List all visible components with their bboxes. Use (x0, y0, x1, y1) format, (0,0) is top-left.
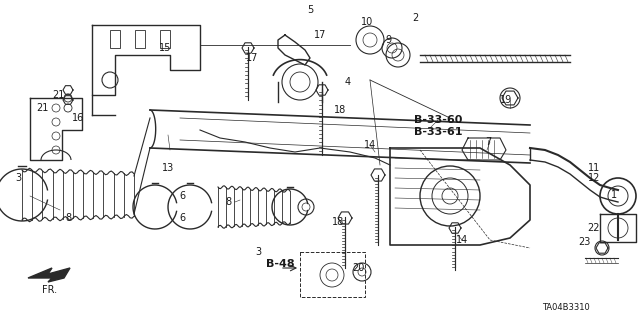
Text: 5: 5 (307, 5, 313, 15)
Text: 21: 21 (36, 103, 48, 113)
Text: 21: 21 (52, 90, 64, 100)
Bar (300, 252, 365, 297)
Text: 6: 6 (179, 213, 185, 223)
Text: 12: 12 (588, 173, 600, 183)
Text: 15: 15 (159, 43, 171, 53)
Text: B-48: B-48 (266, 259, 294, 269)
Text: 22: 22 (588, 223, 600, 233)
Text: B-33-60: B-33-60 (414, 115, 462, 125)
Text: 3: 3 (255, 247, 261, 257)
Text: 3: 3 (15, 173, 21, 183)
Text: 9: 9 (385, 35, 391, 45)
Text: 1: 1 (611, 190, 617, 200)
Text: 20: 20 (352, 263, 364, 273)
Text: 18: 18 (334, 105, 346, 115)
Text: 2: 2 (412, 13, 418, 23)
Text: 19: 19 (500, 95, 512, 105)
Text: 13: 13 (162, 163, 174, 173)
Text: 16: 16 (72, 113, 84, 123)
Bar (135, 30, 145, 48)
Text: 8: 8 (65, 213, 71, 223)
Text: 18: 18 (332, 217, 344, 227)
Text: 4: 4 (345, 77, 351, 87)
Text: 14: 14 (364, 140, 376, 150)
Text: 6: 6 (179, 191, 185, 201)
Text: 17: 17 (246, 53, 258, 63)
Text: 14: 14 (456, 235, 468, 245)
Text: 7: 7 (485, 137, 491, 147)
Text: B-33-61: B-33-61 (413, 127, 462, 137)
Text: 23: 23 (578, 237, 590, 247)
Polygon shape (28, 268, 70, 282)
Text: 8: 8 (225, 197, 231, 207)
Text: 11: 11 (588, 163, 600, 173)
Bar (160, 30, 170, 48)
Text: FR.: FR. (42, 285, 58, 295)
Text: 10: 10 (361, 17, 373, 27)
Text: 17: 17 (314, 30, 326, 40)
Bar (110, 30, 120, 48)
Text: TA04B3310: TA04B3310 (542, 303, 590, 313)
